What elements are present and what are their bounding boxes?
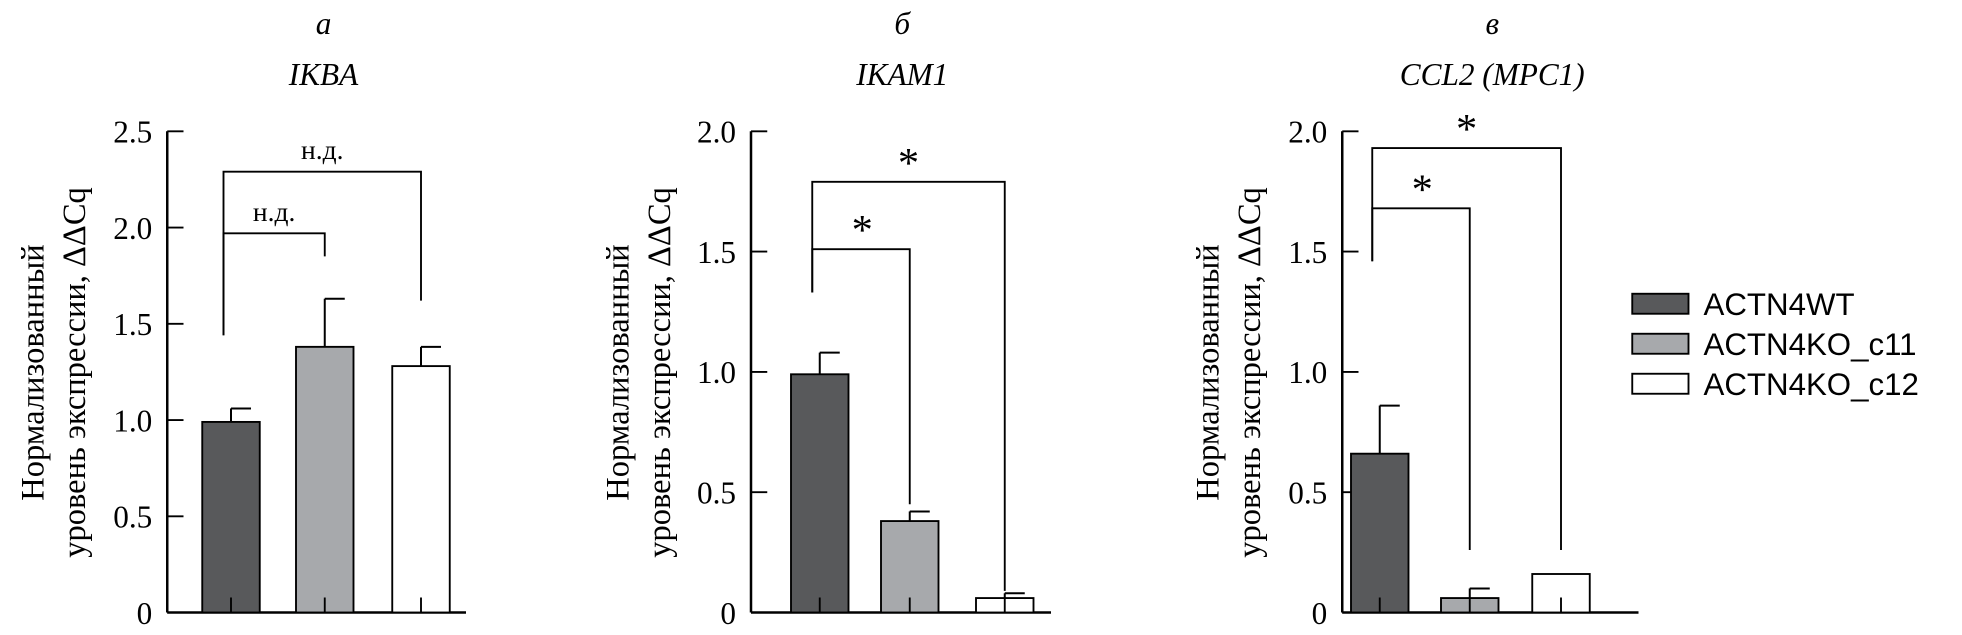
chart-panel-3: в CCL2 (MPC1) Нормализованный уровень экспр… <box>1191 6 1639 631</box>
chart-title: IKAM1 <box>855 57 948 92</box>
legend-label: ACTN4KO_c11 <box>1704 327 1917 362</box>
significance-star: * <box>898 140 919 187</box>
y-tick-label: 1.5 <box>1288 235 1327 270</box>
panel-letter: б <box>894 6 911 41</box>
legend-item: ACTN4WT <box>1631 287 1855 322</box>
panel-letter: в <box>1485 6 1499 41</box>
y-axis-label: уровень экспрессии, ΔΔCq <box>1232 187 1268 558</box>
bar-actn4wt <box>1350 452 1410 614</box>
y-tick-label: 1.5 <box>697 235 736 270</box>
y-tick-label: 0 <box>720 596 736 631</box>
significance-label: н.д. <box>253 196 295 227</box>
significance-star: * <box>1412 166 1433 213</box>
y-tick-label: 1.0 <box>113 403 152 438</box>
chart-title: IKBA <box>288 57 359 92</box>
significance-bracket <box>222 232 326 336</box>
legend-swatch <box>1631 292 1690 315</box>
y-tick-label: 0.5 <box>697 475 736 510</box>
bar-actn4ko-c11 <box>295 345 355 614</box>
y-axis-label: Нормализованный <box>16 244 52 500</box>
legend-item: ACTN4KO_c12 <box>1631 367 1919 402</box>
legend-item: ACTN4KO_c11 <box>1631 327 1917 362</box>
significance-bracket <box>811 180 1006 591</box>
y-tick-label: 2.0 <box>1288 115 1327 150</box>
bar-actn4wt <box>790 373 850 614</box>
legend-label: ACTN4WT <box>1704 287 1855 322</box>
significance-bracket <box>222 170 422 336</box>
chart-panel-2: б IKAM1 Нормализованный уровень экспрессии,… <box>601 6 1051 631</box>
y-tick-label: 2.0 <box>697 115 736 150</box>
y-axis-label: уровень экспрессии, ΔΔCq <box>642 187 678 558</box>
significance-bracket <box>1371 147 1562 550</box>
bar-actn4ko-c11 <box>880 520 940 614</box>
significance-label: н.д. <box>301 134 343 165</box>
significance-star: * <box>1456 106 1477 153</box>
significance-star: * <box>852 207 873 254</box>
y-axis-label: Нормализованный <box>601 244 637 500</box>
y-axis-label: уровень экспрессии, ΔΔCq <box>57 187 93 558</box>
chart-title: CCL2 (MPC1) <box>1400 57 1585 92</box>
y-tick-label: 1.5 <box>113 307 152 342</box>
y-tick-label: 0 <box>1312 596 1328 631</box>
y-tick-label: 1.0 <box>697 355 736 390</box>
bar-actn4wt <box>201 420 261 614</box>
y-tick-label: 2.5 <box>113 115 152 150</box>
y-tick-label: 0.5 <box>1288 475 1327 510</box>
y-tick-label: 2.0 <box>113 211 152 246</box>
y-tick-label: 0 <box>137 596 153 631</box>
bar-actn4ko-c12 <box>391 365 451 614</box>
legend: ACTN4WT ACTN4KO_c11 ACTN4KO_c12 <box>1631 287 1919 402</box>
legend-swatch <box>1631 332 1690 355</box>
legend-swatch <box>1631 372 1690 395</box>
y-tick-label: 0.5 <box>113 500 152 535</box>
panel-letter: а <box>316 6 332 41</box>
legend-label: ACTN4KO_c12 <box>1704 367 1919 402</box>
y-tick-label: 1.0 <box>1288 355 1327 390</box>
chart-panel-1: а IKBA Нормализованный уровень экспрессии, … <box>16 6 466 631</box>
y-axis-label: Нормализованный <box>1191 244 1227 500</box>
